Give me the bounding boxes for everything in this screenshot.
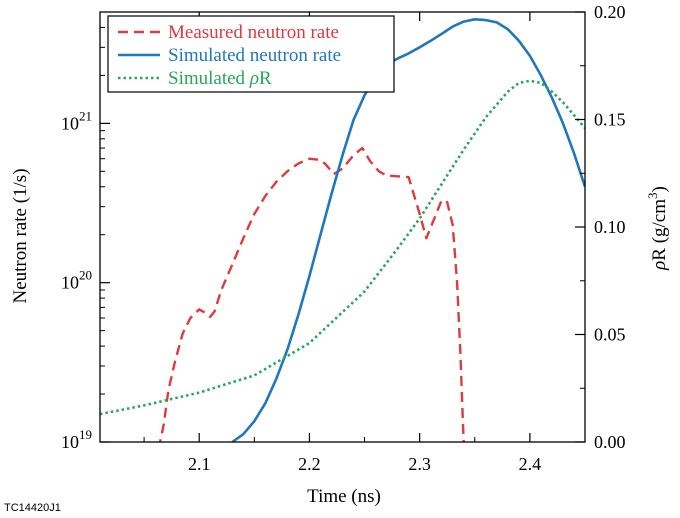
legend-label-rhoR: Simulated ρR: [168, 68, 272, 89]
series-rhoR-line: [100, 79, 585, 416]
rho-symbol: ρ: [649, 261, 670, 271]
legend-label-simulated: Simulated neutron rate: [168, 45, 341, 66]
series-simulated-line: [231, 17, 585, 442]
y-right-tick-label: 0.10: [594, 217, 626, 237]
y-right-tick-label: 0.00: [594, 432, 626, 452]
y-left-axis-title: Neutron rate (1/s): [10, 168, 31, 303]
y-left-tick-label: 1020: [61, 268, 92, 293]
axes-layer: 2.1 2.2 2.3 2.4 1019 1020 1021 0.00 0.05 0.10 0.15…: [61, 2, 626, 474]
right-title-close: ): [649, 186, 670, 192]
figure-id: TC14420J1: [4, 502, 61, 514]
x-tick-label: 2.1: [188, 454, 211, 474]
y-right-axis-title: ρR (g/cm3): [645, 186, 670, 271]
y-right-tick-label: 0.20: [594, 2, 626, 22]
series-layer: [100, 17, 585, 442]
x-tick-label: 2.3: [408, 454, 431, 474]
right-title-sup: 3: [645, 192, 660, 199]
x-tick-label: 2.2: [298, 454, 321, 474]
y-right-tick-label: 0.05: [594, 325, 626, 345]
right-title-main: R (g/cm: [649, 199, 670, 261]
y-left-tick-label: 1021: [61, 108, 92, 133]
series-measured-line: [156, 146, 465, 442]
y-right-tick-label: 0.15: [594, 110, 626, 130]
x-axis-title: Time (ns): [307, 486, 381, 507]
x-tick-label: 2.4: [519, 454, 542, 474]
y-left-tick-label: 1019: [61, 427, 92, 452]
legend-label-measured: Measured neutron rate: [168, 22, 339, 43]
